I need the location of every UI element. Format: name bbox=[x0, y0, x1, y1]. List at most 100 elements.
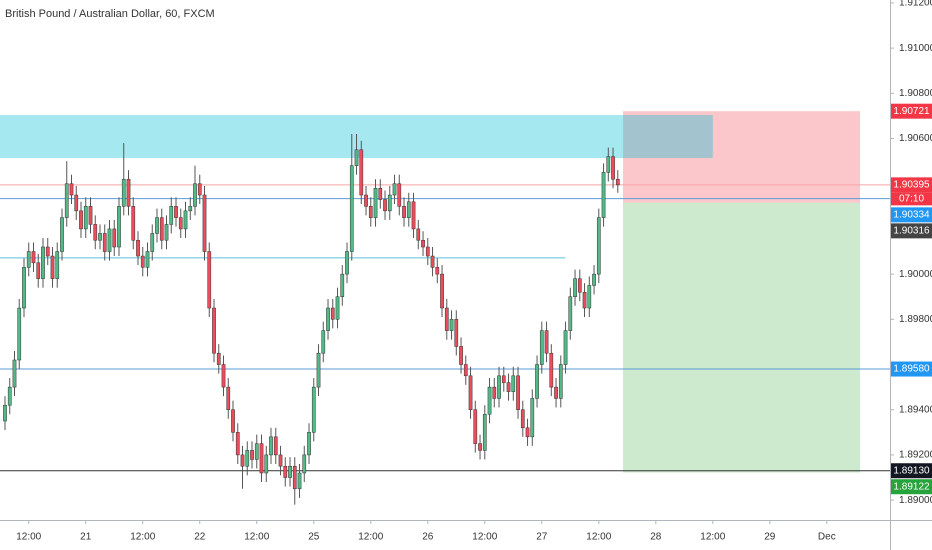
candle-body bbox=[373, 187, 378, 218]
candle-body bbox=[164, 224, 169, 241]
candle-body bbox=[316, 352, 321, 388]
candle-body bbox=[520, 409, 525, 429]
price-label bbox=[891, 361, 932, 377]
candle-body bbox=[36, 262, 41, 279]
candle-body bbox=[307, 432, 311, 456]
zone bbox=[623, 202, 861, 473]
price-label-text: 1.89580 bbox=[893, 364, 930, 375]
candle-body bbox=[17, 307, 22, 361]
candle-body bbox=[582, 291, 587, 309]
candle-body bbox=[107, 228, 112, 252]
candle-body bbox=[136, 239, 140, 257]
x-tick-label: 12:00 bbox=[244, 532, 269, 543]
x-tick-label: 29 bbox=[764, 532, 776, 543]
candle-body bbox=[178, 217, 183, 230]
y-tick-label: 1.89800 bbox=[899, 314, 932, 325]
candle-body bbox=[596, 217, 601, 275]
price-label-text: 1.89122 bbox=[893, 481, 930, 492]
candle-body bbox=[278, 454, 283, 467]
candle-body bbox=[264, 454, 269, 474]
candle-body bbox=[364, 194, 368, 207]
candle-body bbox=[202, 194, 207, 252]
candle-body bbox=[463, 364, 468, 377]
candle-body bbox=[12, 359, 17, 388]
candle-body bbox=[212, 307, 216, 354]
candle-body bbox=[83, 206, 88, 230]
price-label-text: 1.90721 bbox=[893, 106, 930, 117]
candle-body bbox=[326, 307, 330, 331]
candle-body bbox=[193, 183, 197, 207]
zone bbox=[623, 111, 861, 203]
candle-body bbox=[126, 178, 131, 207]
candle-body bbox=[359, 149, 364, 196]
candle-body bbox=[221, 364, 226, 388]
candle-body bbox=[378, 187, 383, 200]
candle-body bbox=[430, 255, 435, 268]
candle-body bbox=[292, 465, 297, 490]
candle-body bbox=[535, 364, 539, 399]
candle-body bbox=[497, 375, 501, 399]
price-label-text: 1.90395 bbox=[893, 179, 930, 190]
candle-body bbox=[601, 172, 606, 218]
candle-body bbox=[345, 251, 349, 275]
price-label bbox=[891, 177, 932, 193]
x-tick-label: 26 bbox=[422, 532, 434, 543]
candle-body bbox=[473, 409, 478, 444]
candle-body bbox=[506, 382, 511, 392]
candle-body bbox=[416, 228, 421, 241]
candle-body bbox=[240, 454, 245, 467]
candle-body bbox=[283, 465, 288, 478]
candle-body bbox=[525, 427, 530, 438]
x-tick-label: Dec bbox=[818, 532, 836, 543]
x-tick-label: 22 bbox=[194, 532, 206, 543]
candle-body bbox=[60, 217, 64, 252]
candle-body bbox=[554, 386, 558, 399]
price-label-text: 1.90316 bbox=[893, 225, 930, 236]
candle-body bbox=[235, 432, 240, 456]
candle-body bbox=[402, 206, 406, 218]
candle-body bbox=[454, 319, 459, 347]
candle-body bbox=[74, 194, 79, 212]
countdown-text: 07:10 bbox=[899, 193, 924, 204]
candle-body bbox=[117, 206, 121, 248]
plot-area bbox=[0, 111, 890, 505]
x-tick-label: 12:00 bbox=[586, 532, 611, 543]
candle-body bbox=[131, 206, 136, 241]
candle-body bbox=[155, 217, 159, 234]
candle-body bbox=[259, 443, 264, 474]
candle-body bbox=[615, 178, 620, 186]
candle-body bbox=[79, 210, 83, 230]
price-label-text: 1.90334 bbox=[893, 209, 930, 220]
candle-body bbox=[64, 183, 69, 218]
candle-body bbox=[349, 165, 354, 252]
chart-title: British Pound / Australian Dollar, 60, F… bbox=[5, 8, 215, 20]
candle-body bbox=[93, 224, 98, 241]
candle-body bbox=[26, 251, 31, 268]
candle-body bbox=[368, 206, 373, 218]
candle-body bbox=[397, 183, 402, 207]
candle-body bbox=[102, 233, 107, 252]
candle-body bbox=[69, 183, 74, 196]
candle-body bbox=[411, 201, 416, 230]
candle-body bbox=[88, 206, 93, 225]
x-tick-label: 12:00 bbox=[16, 532, 41, 543]
price-label bbox=[891, 479, 932, 495]
candle-body bbox=[387, 194, 392, 212]
price-label-text: 1.89130 bbox=[893, 465, 930, 476]
candle-body bbox=[169, 206, 174, 225]
candle-body bbox=[112, 228, 117, 248]
candle-body bbox=[330, 307, 335, 320]
candle-body bbox=[226, 386, 231, 410]
y-tick-label: 1.91200 bbox=[899, 0, 932, 9]
candle-body bbox=[425, 246, 430, 257]
candle-body bbox=[440, 273, 444, 309]
candle-body bbox=[606, 156, 611, 173]
candle-body bbox=[335, 296, 340, 320]
y-tick-label: 1.91000 bbox=[899, 43, 932, 54]
candle-body bbox=[188, 206, 193, 212]
candle-body bbox=[354, 149, 359, 166]
price-label bbox=[891, 463, 932, 479]
candle-body bbox=[468, 375, 473, 410]
